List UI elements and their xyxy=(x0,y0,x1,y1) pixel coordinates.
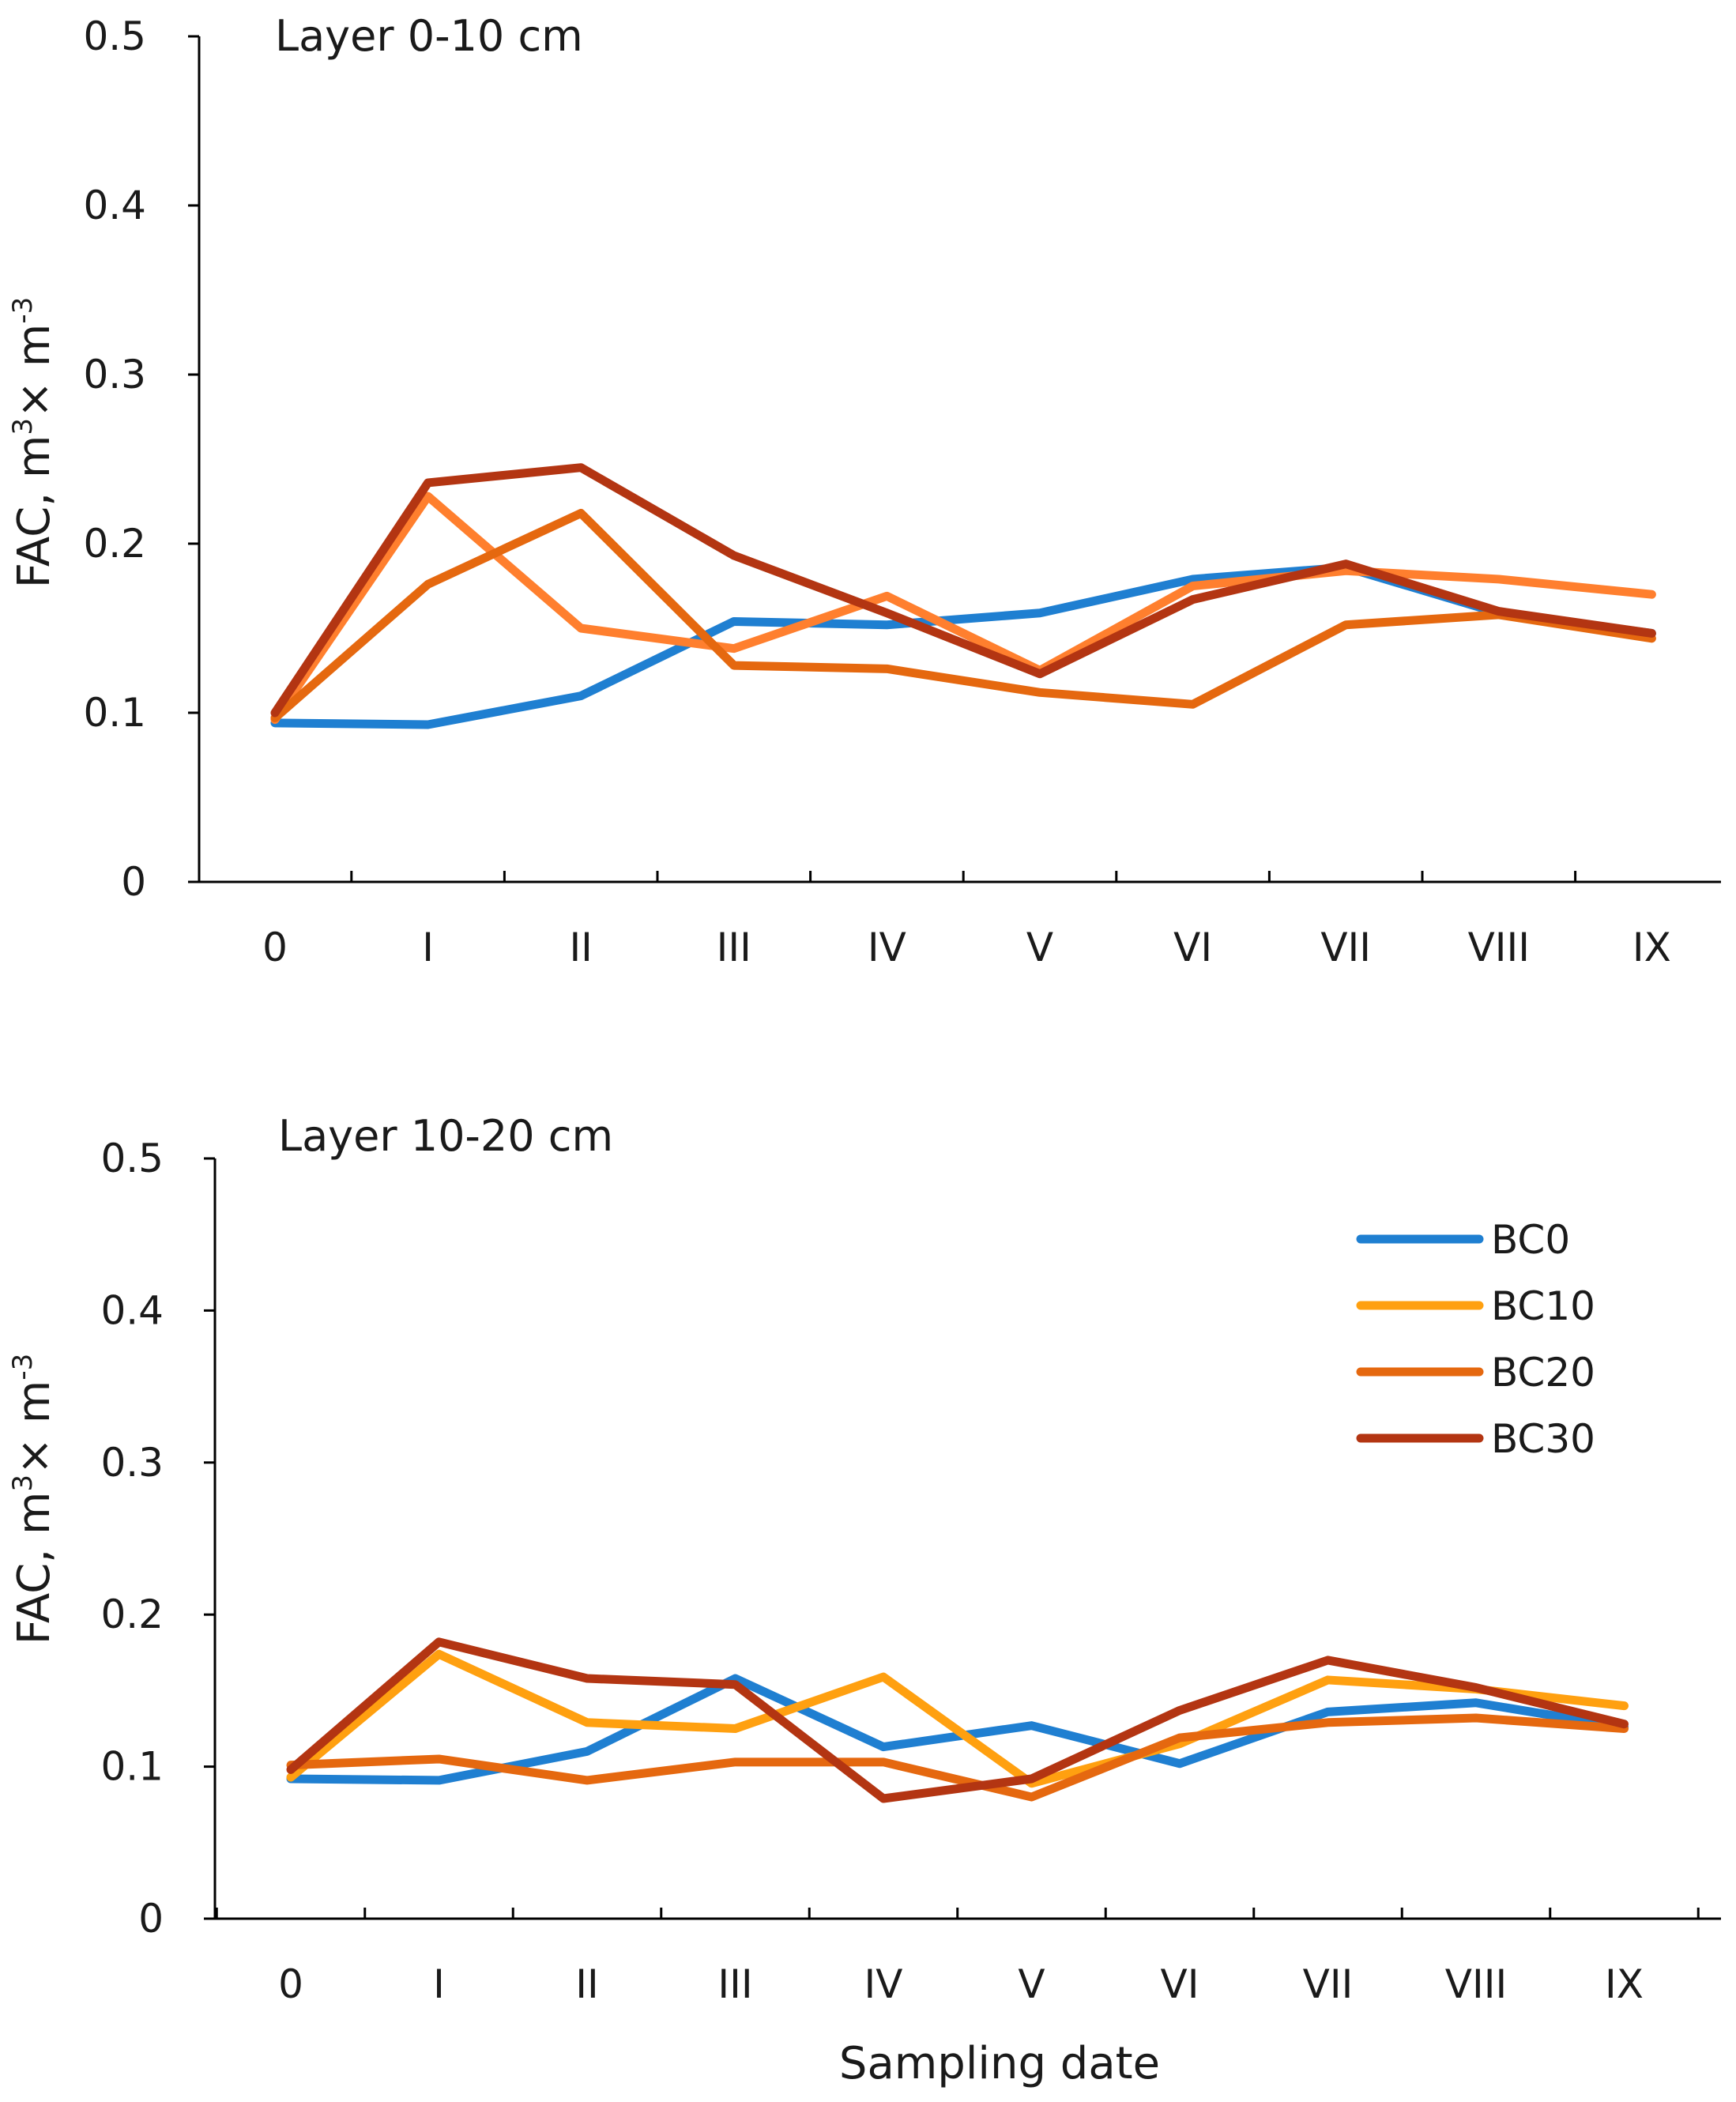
legend-label-bc30: BC30 xyxy=(1491,1416,1595,1462)
x-tick-label: 0 xyxy=(278,1961,303,2007)
chart-panel-top: 00.10.20.30.40.50 I II III IV V VI VII VIII IXLay… xyxy=(7,11,1721,970)
series-line-bc30 xyxy=(286,1637,1629,1803)
x-tick-label: IX xyxy=(1632,925,1671,970)
panel-title: Layer 0-10 cm xyxy=(275,11,583,61)
series-line-bc10 xyxy=(270,492,1656,725)
series-line-bc10 xyxy=(286,1649,1629,1788)
y-tick-label: 0.2 xyxy=(100,1592,164,1637)
series-line-bc30 xyxy=(270,463,1656,718)
x-tick-label: 0 xyxy=(262,925,288,970)
y-tick-label: 0.2 xyxy=(83,521,146,567)
y-tick-label: 0.1 xyxy=(100,1744,164,1790)
y-tick-label: 0.3 xyxy=(83,352,146,397)
x-tick-label: VI xyxy=(1173,925,1212,970)
y-tick-label: 0.3 xyxy=(100,1440,164,1486)
legend: BC0 BC10 BC20 BC30 xyxy=(1356,1217,1595,1462)
x-tick-label: VII xyxy=(1320,925,1371,970)
x-tick-label: IV xyxy=(864,1961,903,2007)
x-tick-label: IV xyxy=(868,925,906,970)
y-tick-label: 0.1 xyxy=(83,690,146,736)
y-tick-label: 0 xyxy=(121,859,146,905)
y-axis-label: FAC, m3​× m-3​ xyxy=(7,1354,60,1644)
legend-label-bc0: BC0 xyxy=(1491,1217,1570,1263)
x-tick-label: III xyxy=(717,925,751,970)
y-tick-label: 0 xyxy=(138,1896,164,1942)
x-tick-label: IX xyxy=(1605,1961,1644,2007)
legend-label-bc20: BC20 xyxy=(1491,1350,1595,1396)
x-tick-label: VII xyxy=(1303,1961,1354,2007)
x-tick-label: I xyxy=(422,925,434,970)
x-tick-label: VI xyxy=(1161,1961,1199,2007)
series-line-bc20 xyxy=(286,1713,1629,1802)
x-tick-label: II xyxy=(575,1961,599,2007)
y-axis-label: FAC, m3​× m-3​ xyxy=(7,297,60,588)
x-tick-label: V xyxy=(1018,1961,1045,2007)
x-tick-label: III xyxy=(717,1961,752,2007)
y-tick-label: 0.5 xyxy=(100,1136,164,1181)
x-axis-label: Sampling date xyxy=(839,2038,1160,2089)
panel-title: Layer 10-20 cm xyxy=(278,1111,613,1161)
x-tick-label: V xyxy=(1026,925,1053,970)
series-line-bc20 xyxy=(270,508,1656,722)
x-tick-label: VIII xyxy=(1445,1961,1507,2007)
chart-panel-bottom: 00.10.20.30.40.50 I II III IV V VI VII VIII IXLay… xyxy=(7,1111,1721,2089)
y-tick-label: 0.4 xyxy=(83,183,146,228)
y-tick-label: 0.4 xyxy=(100,1287,164,1333)
legend-label-bc10: BC10 xyxy=(1491,1283,1595,1329)
x-tick-label: VIII xyxy=(1468,925,1530,970)
x-tick-label: I xyxy=(433,1961,445,2007)
y-tick-label: 0.5 xyxy=(83,13,146,59)
x-tick-label: II xyxy=(569,925,593,970)
